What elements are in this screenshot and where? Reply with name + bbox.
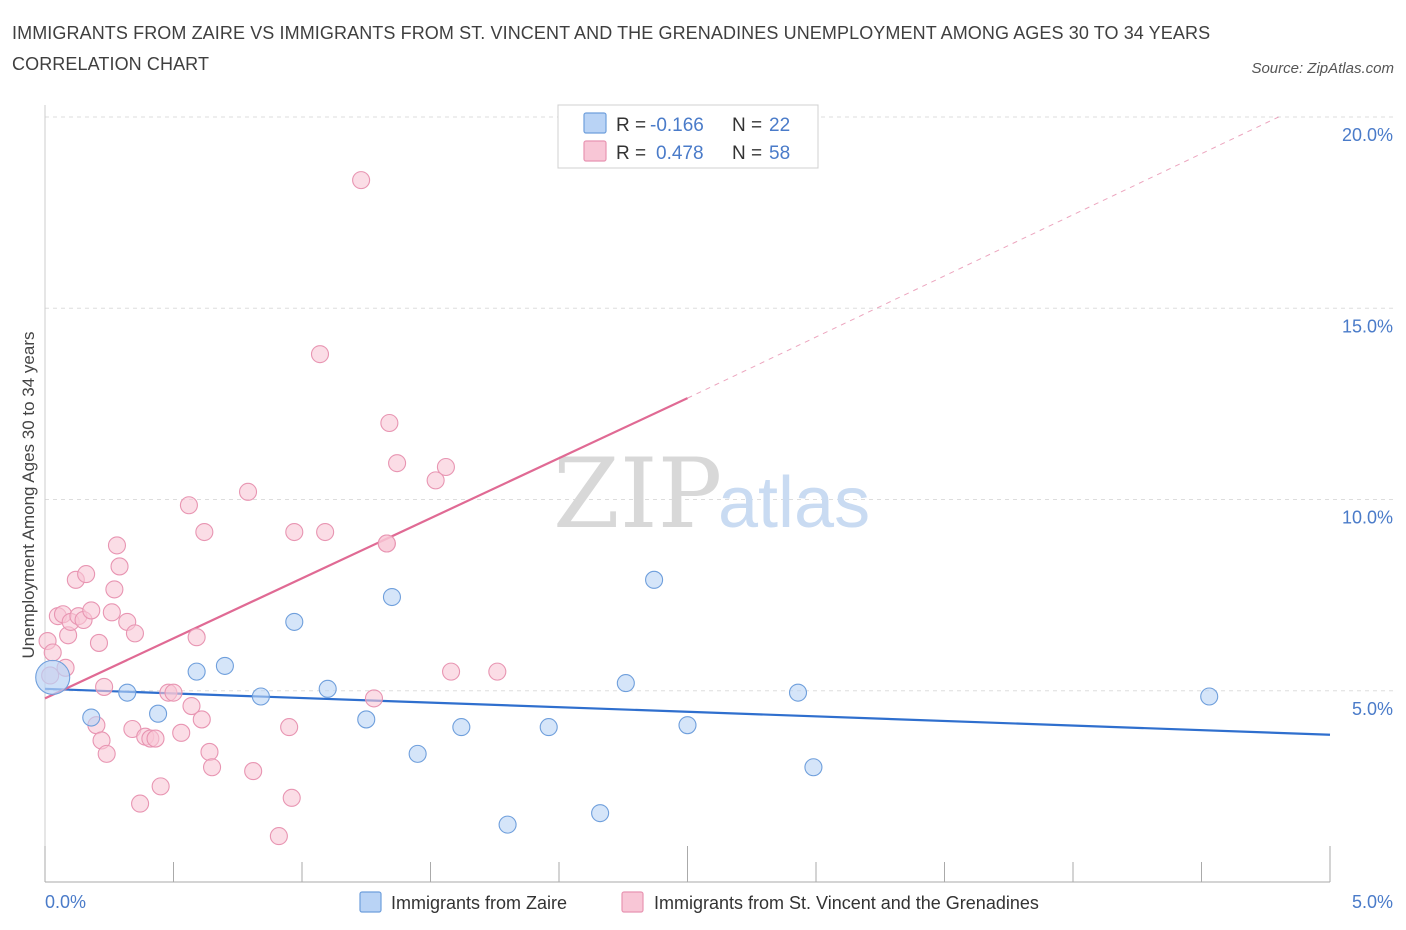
point-st-vincent-19 bbox=[105, 580, 124, 599]
y-tick-label-0: 5.0% bbox=[1352, 699, 1393, 719]
source-label: Source: ZipAtlas.com bbox=[1251, 60, 1394, 77]
point-st-vincent-21 bbox=[110, 557, 129, 576]
watermark-zip: ZIP bbox=[553, 438, 722, 550]
point-st-vincent-37 bbox=[195, 522, 214, 542]
series-legend-label-zaire: Immigrants from Zaire bbox=[391, 893, 567, 913]
watermark: ZIP atlas bbox=[553, 438, 870, 550]
point-st-vincent-49 bbox=[364, 689, 384, 708]
point-st-vincent-18 bbox=[102, 603, 121, 622]
watermark-atlas: atlas bbox=[718, 463, 870, 543]
trend-line-st-vincent bbox=[44, 397, 688, 700]
point-zaire-12 bbox=[452, 718, 471, 737]
point-zaire-18 bbox=[678, 716, 697, 735]
points-zaire bbox=[35, 570, 1219, 834]
point-zaire-3 bbox=[149, 704, 168, 723]
point-st-vincent-45 bbox=[285, 522, 304, 542]
point-zaire-11 bbox=[408, 744, 427, 763]
point-st-vincent-14 bbox=[89, 633, 109, 652]
point-st-vincent-16 bbox=[95, 677, 114, 696]
series-legend-label-st-vincent: Immigrants from St. Vincent and the Gren… bbox=[654, 893, 1039, 913]
correlation-legend: R = -0.166 N = 22 R = 0.478 N = 58 bbox=[557, 104, 819, 169]
y-axis-label: Unemployment Among Ages 30 to 34 years bbox=[19, 332, 38, 659]
point-st-vincent-44 bbox=[282, 788, 301, 807]
point-st-vincent-40 bbox=[238, 482, 258, 501]
point-zaire-5 bbox=[215, 656, 234, 675]
legend-r-value-st-vincent: 0.478 bbox=[656, 143, 704, 164]
point-st-vincent-29 bbox=[151, 777, 170, 796]
legend-n-value-st-vincent: 58 bbox=[769, 143, 790, 164]
x-tick-label-1: 5.0% bbox=[1352, 892, 1393, 912]
point-st-vincent-11 bbox=[77, 565, 96, 584]
axes bbox=[44, 105, 1331, 883]
points-st-vincent bbox=[38, 171, 507, 846]
y-tick-label-1: 10.0% bbox=[1342, 508, 1393, 528]
point-st-vincent-24 bbox=[125, 624, 144, 643]
point-st-vincent-32 bbox=[172, 723, 191, 742]
point-st-vincent-36 bbox=[192, 710, 211, 729]
y-tick-labels: 5.0% 10.0% 15.0% 20.0% bbox=[1342, 125, 1393, 719]
legend-r-label-zaire: R = bbox=[616, 115, 646, 136]
point-zaire-6 bbox=[251, 687, 270, 706]
point-st-vincent-48 bbox=[352, 171, 371, 190]
point-zaire-4 bbox=[187, 662, 206, 681]
point-zaire-10 bbox=[382, 587, 402, 607]
point-st-vincent-33 bbox=[179, 496, 198, 515]
point-st-vincent-35 bbox=[187, 628, 206, 647]
point-st-vincent-52 bbox=[388, 454, 407, 473]
point-st-vincent-42 bbox=[269, 827, 288, 846]
point-zaire-21 bbox=[1200, 687, 1219, 706]
point-zaire-8 bbox=[318, 679, 337, 698]
point-zaire-20 bbox=[804, 758, 823, 777]
point-st-vincent-39 bbox=[203, 758, 222, 777]
y-tick-label-3: 20.0% bbox=[1342, 125, 1393, 145]
point-zaire-19 bbox=[788, 683, 808, 702]
point-zaire-2 bbox=[118, 683, 137, 702]
point-st-vincent-53 bbox=[426, 471, 445, 490]
point-zaire-15 bbox=[591, 804, 610, 823]
series-legend-swatch-zaire bbox=[359, 891, 382, 913]
legend-r-value-zaire: -0.166 bbox=[650, 115, 704, 136]
legend-swatch-zaire bbox=[583, 112, 607, 134]
point-st-vincent-34 bbox=[182, 696, 201, 716]
point-st-vincent-55 bbox=[442, 662, 461, 681]
point-zaire-14 bbox=[539, 718, 558, 737]
point-st-vincent-38 bbox=[200, 742, 219, 762]
legend-n-label-st-vincent: N = bbox=[732, 143, 762, 164]
point-st-vincent-31 bbox=[164, 683, 183, 702]
point-st-vincent-46 bbox=[310, 345, 330, 364]
legend-r-label-st-vincent: R = bbox=[616, 143, 646, 164]
point-zaire-13 bbox=[498, 815, 517, 834]
point-st-vincent-57 bbox=[377, 534, 396, 553]
point-st-vincent-25 bbox=[131, 794, 150, 813]
legend-swatch-st-vincent bbox=[583, 140, 607, 162]
series-legend-swatch-st-vincent bbox=[621, 891, 644, 913]
point-zaire-0 bbox=[35, 659, 71, 695]
point-st-vincent-28 bbox=[146, 729, 165, 748]
trend-lines bbox=[44, 116, 1331, 736]
point-zaire-9 bbox=[357, 710, 376, 729]
x-tick-label-0: 0.0% bbox=[45, 892, 86, 912]
point-zaire-7 bbox=[285, 612, 304, 631]
point-zaire-17 bbox=[645, 570, 664, 589]
point-st-vincent-20 bbox=[107, 536, 127, 555]
series-legend: Immigrants from Zaire Immigrants from St… bbox=[359, 891, 1039, 913]
point-zaire-16 bbox=[616, 674, 635, 693]
point-st-vincent-56 bbox=[488, 662, 507, 681]
point-st-vincent-17 bbox=[97, 744, 116, 763]
legend-n-value-zaire: 22 bbox=[769, 115, 790, 136]
point-zaire-1 bbox=[82, 708, 101, 727]
point-st-vincent-2 bbox=[43, 643, 62, 662]
point-st-vincent-12 bbox=[82, 601, 101, 620]
x-tick-labels: 0.0% 5.0% bbox=[45, 892, 1393, 912]
legend-n-label-zaire: N = bbox=[732, 115, 762, 136]
point-st-vincent-47 bbox=[316, 522, 335, 542]
point-st-vincent-41 bbox=[244, 762, 263, 781]
point-st-vincent-54 bbox=[436, 457, 455, 477]
point-st-vincent-51 bbox=[380, 413, 399, 433]
point-st-vincent-43 bbox=[280, 718, 299, 737]
y-tick-label-2: 15.0% bbox=[1342, 316, 1393, 336]
chart-title: IMMIGRANTS FROM ZAIRE VS IMMIGRANTS FROM… bbox=[12, 23, 1211, 74]
